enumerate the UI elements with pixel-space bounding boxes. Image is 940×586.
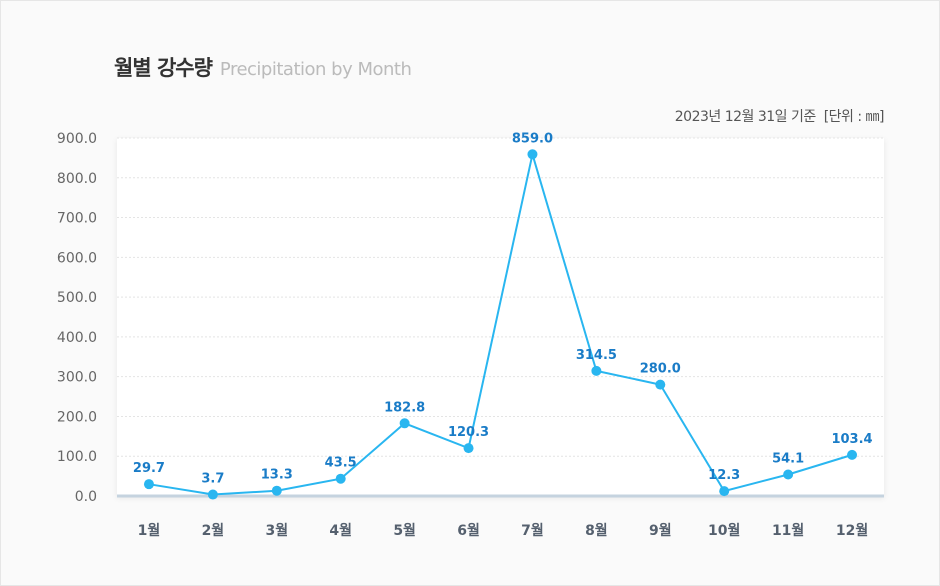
data-label: 859.0 bbox=[512, 131, 553, 146]
data-point bbox=[207, 489, 218, 500]
unit-label: [단위 : ㎜] bbox=[823, 109, 885, 125]
data-label: 182.8 bbox=[384, 400, 425, 415]
title-english: Precipitation by Month bbox=[219, 59, 412, 80]
y-tick-label: 800.0 bbox=[57, 171, 97, 187]
data-point bbox=[655, 379, 666, 390]
data-point bbox=[143, 479, 154, 490]
y-tick-label: 600.0 bbox=[57, 250, 97, 266]
data-label: 314.5 bbox=[576, 348, 617, 363]
x-tick-label: 6월 bbox=[457, 522, 480, 539]
data-label: 54.1 bbox=[772, 451, 804, 466]
basis-date: 2023년 12월 31일 기준 bbox=[674, 109, 817, 125]
x-tick-label: 2월 bbox=[202, 522, 225, 539]
data-label: 13.3 bbox=[261, 468, 293, 483]
plot-area bbox=[117, 138, 884, 496]
x-tick-label: 11월 bbox=[772, 522, 804, 539]
data-label: 3.7 bbox=[201, 472, 224, 487]
y-tick-label: 200.0 bbox=[57, 409, 97, 425]
y-tick-label: 700.0 bbox=[57, 211, 97, 227]
data-point bbox=[271, 485, 282, 496]
data-point bbox=[719, 486, 730, 497]
data-point bbox=[527, 149, 538, 160]
data-label: 103.4 bbox=[831, 432, 872, 447]
data-point bbox=[847, 449, 858, 460]
x-tick-label: 3월 bbox=[265, 522, 288, 539]
x-tick-label: 8월 bbox=[585, 522, 608, 539]
x-tick-label: 9월 bbox=[649, 522, 672, 539]
y-tick-label: 900.0 bbox=[57, 131, 97, 147]
y-tick-label: 500.0 bbox=[57, 290, 97, 306]
y-tick-label: 300.0 bbox=[57, 370, 97, 386]
data-point bbox=[783, 469, 794, 480]
data-label: 12.3 bbox=[708, 468, 740, 483]
x-tick-label: 12월 bbox=[836, 522, 868, 539]
data-point bbox=[399, 418, 410, 429]
x-tick-label: 1월 bbox=[138, 522, 161, 539]
title-korean: 월별 강수량 bbox=[114, 56, 213, 80]
x-tick-label: 5월 bbox=[393, 522, 416, 539]
y-tick-label: 400.0 bbox=[57, 330, 97, 346]
series-line bbox=[148, 154, 853, 496]
data-label: 120.3 bbox=[448, 425, 489, 440]
data-label: 280.0 bbox=[640, 362, 681, 377]
data-point bbox=[591, 365, 602, 376]
data-point bbox=[335, 473, 346, 484]
y-tick-label: 100.0 bbox=[57, 449, 97, 465]
data-point bbox=[463, 443, 474, 454]
data-label: 29.7 bbox=[133, 461, 165, 476]
basis-note: 2023년 12월 31일 기준 [단위 : ㎜] bbox=[674, 106, 885, 126]
chart-title: 월별 강수량 Precipitation by Month bbox=[114, 52, 412, 82]
x-tick-label: 4월 bbox=[329, 522, 352, 539]
x-tick-label: 7월 bbox=[521, 522, 544, 539]
data-label: 43.5 bbox=[325, 456, 357, 471]
x-tick-label: 10월 bbox=[708, 522, 740, 539]
y-tick-label: 0.0 bbox=[75, 489, 97, 505]
